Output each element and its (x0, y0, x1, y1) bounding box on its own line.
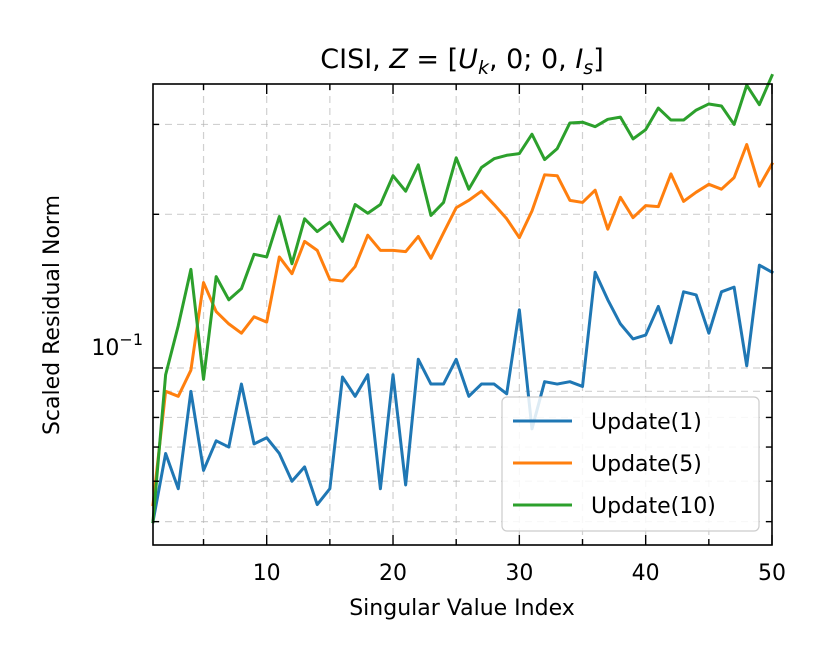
series-line-3 (151, 73, 774, 524)
plot-frame (152, 83, 773, 546)
x-tick-label: 20 (379, 561, 407, 586)
legend-label-update10: Update(10) (591, 494, 716, 519)
title-u: U (458, 44, 478, 75)
axis-ticks: 10 20 30 40 50 (153, 84, 786, 586)
legend-label-update1: Update(1) (591, 410, 702, 435)
x-tick-label: 40 (632, 561, 660, 586)
series-line-2 (151, 143, 775, 507)
x-axis-label: Singular Value Index (349, 596, 575, 621)
title-i-sub: s (583, 57, 593, 79)
title-eq: = [ (408, 44, 458, 75)
title-end: ] (593, 44, 604, 75)
title-mid: , 0; 0, (489, 44, 575, 75)
title-prefix: CISI, (320, 44, 389, 75)
title-z: Z (388, 44, 408, 75)
title-u-sub: k (478, 57, 490, 79)
title-i: I (575, 44, 583, 75)
x-tick-label: 10 (253, 561, 281, 586)
y-tick-base: 10 (91, 336, 119, 361)
series-layer (151, 73, 775, 524)
x-tick-label: 50 (758, 561, 786, 586)
x-tick-label: 30 (505, 561, 533, 586)
chart-title: CISI, Z = [Uk, 0; 0, Is] (320, 44, 604, 79)
legend: Update(1) Update(5) Update(10) (501, 396, 760, 532)
y-axis-label: Scaled Residual Norm (40, 195, 65, 435)
legend-label-update5: Update(5) (591, 452, 702, 477)
y-tick-label-major: 10−1 (91, 330, 143, 361)
y-tick-exp: −1 (119, 330, 143, 349)
legend-box (501, 396, 760, 532)
series-line-1 (151, 263, 775, 524)
